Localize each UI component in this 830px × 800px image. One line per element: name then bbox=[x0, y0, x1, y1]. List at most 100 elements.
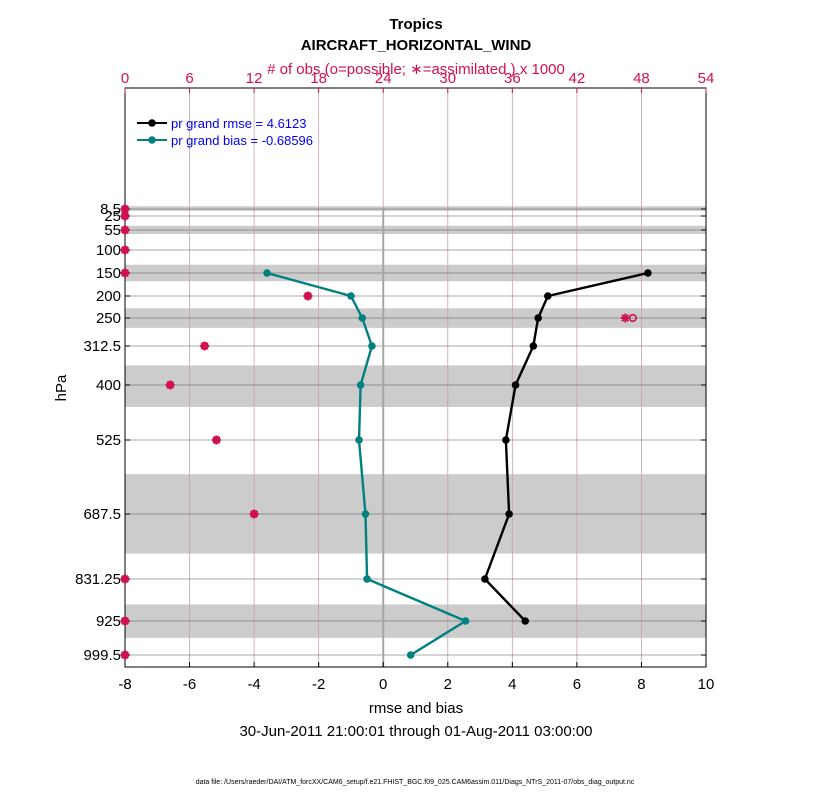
top-tick-label: 36 bbox=[504, 70, 521, 87]
y-tick-label: 8.5 bbox=[100, 201, 121, 218]
obs-assimilated-marker bbox=[120, 211, 130, 221]
obs-assimilated-marker bbox=[211, 435, 221, 445]
shaded-layer bbox=[125, 365, 706, 407]
y-tick-label: 687.5 bbox=[83, 506, 121, 523]
legend-rmse-marker bbox=[148, 119, 156, 127]
y-axis-label: hPa bbox=[53, 374, 70, 401]
y-tick-label: 200 bbox=[96, 288, 121, 305]
rmse-point bbox=[502, 436, 510, 444]
bottom-tick-label: -4 bbox=[247, 676, 260, 693]
obs-assimilated-marker bbox=[120, 245, 130, 255]
rmse-point bbox=[511, 381, 520, 389]
bias-point bbox=[263, 269, 271, 277]
star-stroke bbox=[121, 205, 129, 213]
y-tick-label: 831.25 bbox=[75, 571, 121, 588]
level-gridlines bbox=[125, 208, 706, 656]
bottom-tick-label: 2 bbox=[444, 676, 452, 693]
rmse-point bbox=[529, 342, 538, 350]
obs-count-markers bbox=[120, 204, 637, 660]
rmse-point bbox=[644, 269, 652, 277]
bias-point bbox=[356, 381, 365, 389]
top-tick-label: 48 bbox=[633, 70, 650, 87]
legend: pr grand rmse = 4.6123 pr grand bias = -… bbox=[137, 116, 313, 148]
obs-assimilated-marker bbox=[120, 574, 130, 584]
rmse-point bbox=[521, 617, 530, 625]
bottom-axis-ticks: -8 -6 -4 -2 0 2 4 6 8 10 bbox=[118, 662, 714, 693]
star-stroke bbox=[200, 342, 209, 350]
bottom-tick-label: 8 bbox=[637, 676, 645, 693]
obs-assimilated-marker bbox=[120, 225, 130, 235]
bottom-tick-label: 4 bbox=[508, 676, 516, 693]
legend-bias-label: pr grand bias = -0.68596 bbox=[171, 133, 313, 148]
bias-line bbox=[266, 271, 467, 657]
y-tick-label: 925 bbox=[96, 613, 121, 630]
star-stroke bbox=[121, 651, 129, 659]
bias-point bbox=[355, 436, 363, 444]
star-stroke bbox=[121, 226, 129, 234]
bias-point bbox=[361, 510, 370, 518]
y-tick-label: 312.5 bbox=[83, 338, 121, 355]
top-tick-label: 42 bbox=[569, 70, 586, 87]
obs-assimilated-marker bbox=[620, 313, 630, 323]
star-stroke bbox=[121, 246, 129, 254]
chart-title: Tropics bbox=[389, 16, 442, 33]
top-axis-ticks: 0 6 12 18 24 30 36 42 48 54 bbox=[121, 70, 715, 93]
date-range: 30-Jun-2011 21:00:01 through 01-Aug-2011… bbox=[239, 723, 592, 740]
shaded-layer bbox=[125, 206, 706, 211]
top-tick-label: 6 bbox=[185, 70, 193, 87]
y-tick-label: 250 bbox=[96, 310, 121, 327]
legend-rmse-label: pr grand rmse = 4.6123 bbox=[171, 116, 307, 131]
top-tick-label: 0 bbox=[121, 70, 129, 87]
obs-assimilated-marker bbox=[303, 291, 313, 301]
y-tick-label: 150 bbox=[96, 265, 121, 282]
star-stroke bbox=[166, 381, 175, 389]
rmse-point bbox=[534, 314, 542, 322]
obs-assimilated-marker bbox=[120, 650, 130, 660]
y-tick-label: 400 bbox=[96, 377, 121, 394]
top-tick-label: 18 bbox=[310, 70, 327, 87]
rmse-point bbox=[544, 292, 552, 300]
top-tick-label: 54 bbox=[698, 70, 715, 87]
star-stroke bbox=[212, 436, 221, 444]
rmse-point bbox=[505, 510, 513, 518]
y-tick-label: 525 bbox=[96, 432, 121, 449]
y-tick-label: 55 bbox=[104, 222, 121, 239]
bottom-tick-label: 0 bbox=[379, 676, 387, 693]
top-tick-label: 12 bbox=[246, 70, 263, 87]
star-stroke bbox=[121, 617, 129, 625]
star-stroke bbox=[304, 292, 312, 300]
y-tick-label: 25 bbox=[104, 208, 121, 225]
obs-assimilated-marker bbox=[120, 616, 130, 626]
top-tick-label: 24 bbox=[375, 70, 392, 87]
bias-point bbox=[406, 651, 415, 659]
footer-data-file: data file: /Users/raeder/DAI/ATM_forcXX/… bbox=[196, 779, 635, 786]
bias-point bbox=[461, 617, 470, 625]
top-axis-label: # of obs (o=possible; ∗=assimilated ) x … bbox=[267, 61, 565, 78]
bias-point bbox=[358, 314, 367, 322]
bias-point bbox=[368, 342, 376, 350]
bottom-tick-label: 10 bbox=[698, 676, 715, 693]
bias-point bbox=[363, 575, 371, 583]
star-stroke bbox=[121, 575, 129, 583]
obs-assimilated-marker bbox=[249, 509, 259, 519]
chart-subtitle: AIRCRAFT_HORIZONTAL_WIND bbox=[301, 37, 532, 54]
rmse-point bbox=[481, 575, 489, 583]
shaded-layers bbox=[125, 206, 706, 638]
legend-bias-marker bbox=[148, 136, 156, 144]
obs-assimilated-marker bbox=[200, 341, 210, 351]
bottom-tick-label: -6 bbox=[183, 676, 196, 693]
top-tick-label: 30 bbox=[439, 70, 456, 87]
obs-assimilated-marker bbox=[120, 268, 130, 278]
obs-assimilated-marker bbox=[165, 380, 175, 390]
plot-frame bbox=[124, 87, 707, 668]
bottom-tick-label: -8 bbox=[118, 676, 131, 693]
star-stroke bbox=[121, 269, 129, 277]
star-stroke bbox=[121, 212, 129, 220]
x-axis-label: rmse and bias bbox=[369, 700, 463, 717]
y-tick-label: 100 bbox=[96, 242, 121, 259]
bottom-tick-label: 6 bbox=[573, 676, 581, 693]
star-stroke bbox=[621, 314, 630, 322]
vertical-grid bbox=[124, 88, 707, 667]
